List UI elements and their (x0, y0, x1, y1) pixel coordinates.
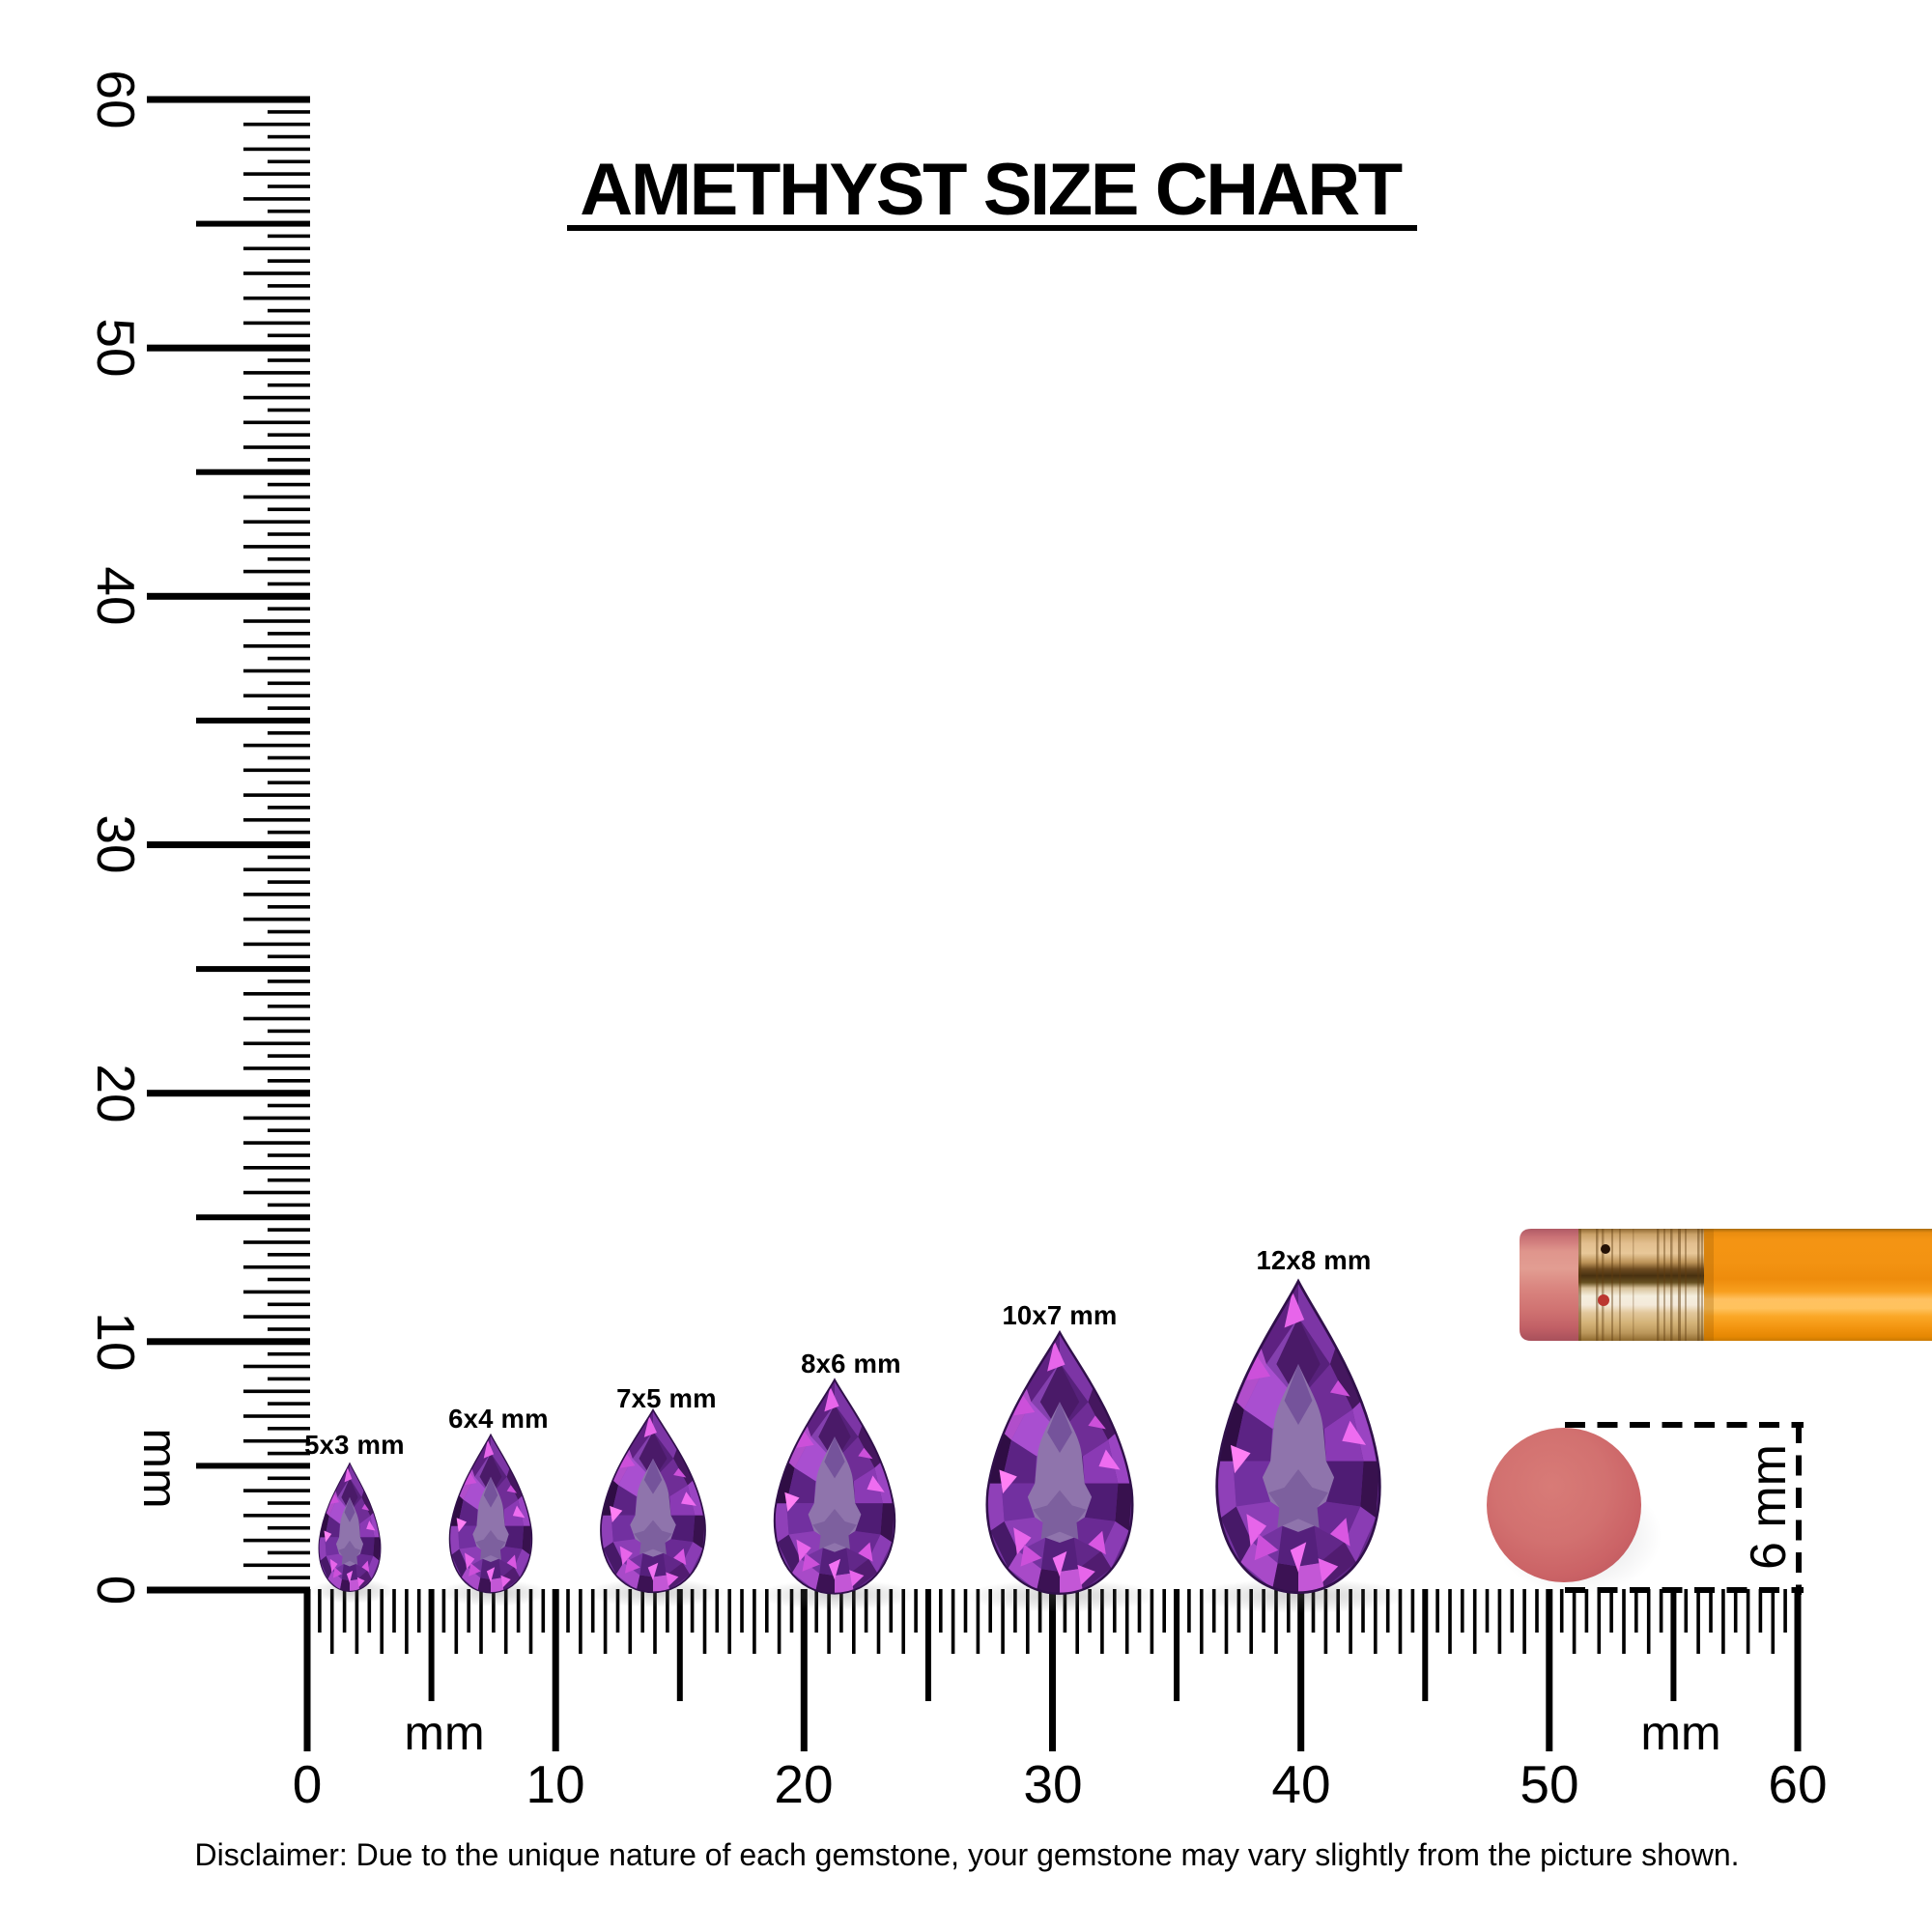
svg-text:7x5 mm: 7x5 mm (616, 1383, 717, 1413)
svg-text:10: 10 (526, 1754, 584, 1814)
svg-text:Disclaimer: Due to the unique: Disclaimer: Due to the unique nature of … (195, 1837, 1740, 1872)
svg-text:12x8 mm: 12x8 mm (1256, 1245, 1371, 1275)
svg-text:40: 40 (1271, 1754, 1330, 1814)
svg-text:60: 60 (86, 70, 146, 128)
svg-text:10x7 mm: 10x7 mm (1002, 1300, 1117, 1330)
svg-text:6 mm: 6 mm (1741, 1444, 1797, 1570)
svg-text:mm: mm (1640, 1706, 1720, 1760)
svg-text:mm: mm (404, 1706, 484, 1760)
svg-text:10: 10 (86, 1312, 146, 1371)
svg-text:40: 40 (86, 566, 146, 625)
svg-text:mm: mm (133, 1428, 187, 1508)
svg-text:30: 30 (1023, 1754, 1082, 1814)
svg-text:AMETHYST SIZE CHART: AMETHYST SIZE CHART (580, 149, 1402, 231)
svg-text:50: 50 (86, 318, 146, 377)
svg-text:6x4 mm: 6x4 mm (448, 1404, 549, 1434)
svg-text:50: 50 (1520, 1754, 1578, 1814)
svg-text:60: 60 (1768, 1754, 1827, 1814)
svg-text:20: 20 (86, 1064, 146, 1122)
svg-text:0: 0 (293, 1754, 323, 1814)
svg-text:0: 0 (86, 1576, 146, 1605)
svg-text:30: 30 (86, 814, 146, 873)
svg-text:5x3 mm: 5x3 mm (304, 1430, 405, 1460)
svg-text:8x6 mm: 8x6 mm (801, 1349, 901, 1378)
svg-text:20: 20 (774, 1754, 833, 1814)
